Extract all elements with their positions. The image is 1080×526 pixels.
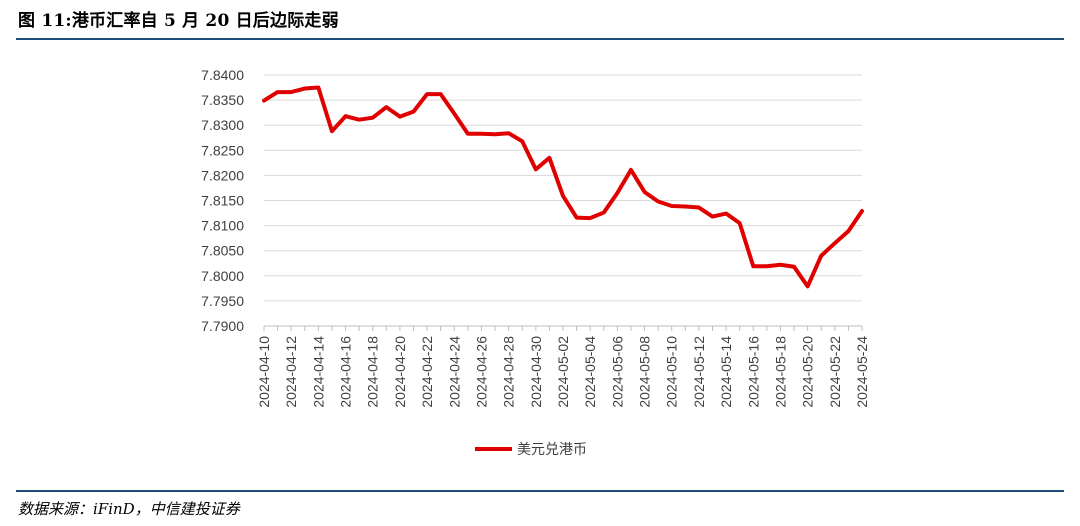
x-tick-label: 2024-05-02 <box>555 336 571 408</box>
x-tick-label: 2024-05-24 <box>854 336 870 408</box>
y-tick-label: 7.8150 <box>201 193 244 209</box>
y-tick-label: 7.7900 <box>201 318 244 334</box>
x-tick-label: 2024-04-24 <box>446 336 462 408</box>
x-tick-label: 2024-05-10 <box>664 336 680 408</box>
y-tick-label: 7.8250 <box>201 142 244 158</box>
x-tick-label: 2024-04-28 <box>501 336 517 408</box>
x-tick-label: 2024-04-20 <box>392 336 408 408</box>
x-tick-label: 2024-05-08 <box>637 336 653 408</box>
x-tick-label: 2024-04-22 <box>419 336 435 408</box>
x-tick-label: 2024-05-18 <box>772 336 788 408</box>
x-tick-label: 2024-04-10 <box>256 336 272 408</box>
x-tick-label: 2024-05-12 <box>691 336 707 408</box>
x-tick-label: 2024-04-26 <box>473 336 489 408</box>
y-tick-label: 7.8000 <box>201 268 244 284</box>
x-tick-label: 2024-04-14 <box>310 336 326 408</box>
x-tick-label: 2024-05-14 <box>718 336 734 408</box>
x-tick-label: 2024-05-04 <box>582 336 598 408</box>
legend: 美元兑港币 <box>475 442 587 458</box>
x-tick-label: 2024-05-20 <box>800 336 816 408</box>
x-tick-label: 2024-04-16 <box>338 336 354 408</box>
series-layer <box>262 85 864 289</box>
bottom-rule <box>16 490 1064 492</box>
y-tick-label: 7.8200 <box>201 167 244 183</box>
y-tick-label: 7.8400 <box>201 67 244 83</box>
y-axis-ticks: 7.7900 7.7950 7.8000 7.8050 7.8100 7.8150 7.82… <box>201 67 244 334</box>
x-tick-label: 2024-04-30 <box>528 336 544 408</box>
y-tick-label: 7.8350 <box>201 92 244 108</box>
top-rule <box>16 38 1064 40</box>
y-tick-label: 7.7950 <box>201 293 244 309</box>
x-tick-label: 2024-05-16 <box>745 336 761 408</box>
figure-title: 图 11:港币汇率自 5 月 20 日后边际走弱 <box>18 11 339 31</box>
x-tick-label: 2024-04-12 <box>283 336 299 408</box>
y-tick-label: 7.8300 <box>201 117 244 133</box>
x-tick-label: 2024-05-06 <box>609 336 625 408</box>
x-tick-label: 2024-04-18 <box>365 336 381 408</box>
x-axis-ticks: 2024-04-10 2024-04-12 2024-04-14 2024-04-16… <box>256 326 870 408</box>
x-tick-label: 2024-05-22 <box>827 336 843 408</box>
y-tick-label: 7.8050 <box>201 243 244 259</box>
series-line <box>262 85 864 289</box>
gridlines <box>264 74 862 302</box>
legend-label: 美元兑港币 <box>517 442 587 458</box>
source-note: 数据来源：iFinD，中信建投证券 <box>18 500 240 518</box>
y-tick-label: 7.8100 <box>201 218 244 234</box>
